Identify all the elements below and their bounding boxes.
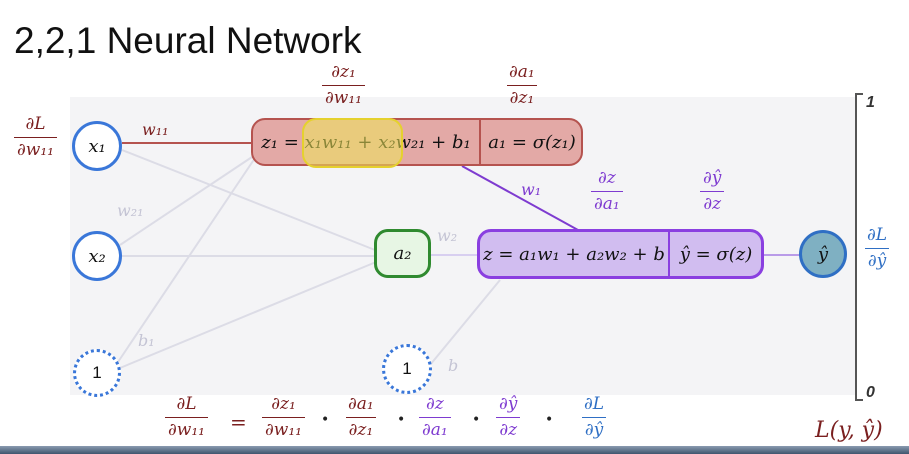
fraction-denominator: ∂w₁₁ (14, 137, 57, 159)
page-title: 2,2,1 Neural Network (14, 20, 362, 61)
fraction-denominator: ∂ŷ (581, 417, 607, 439)
bias-node-input-label: 1 (92, 363, 102, 382)
bias-node-input: 1 (73, 349, 121, 397)
fraction-numerator: ∂ŷ (703, 168, 722, 188)
equation-dz1-dw11: ∂z₁ ∂w₁₁ (262, 396, 305, 439)
equation-da1-dz1: ∂a₁ ∂z₁ (345, 396, 377, 439)
scale-top-label: 1 (866, 94, 875, 111)
fraction-numerator: ∂L (584, 394, 605, 414)
scale-bottom-label: 0 (866, 384, 875, 401)
fraction-da1-dz1-top: ∂a₁ ∂z₁ (506, 64, 538, 107)
fraction-denominator: ∂z₁ (345, 417, 377, 439)
fraction-denominator: ∂w₁₁ (322, 85, 365, 107)
output-box-divider (668, 232, 670, 276)
equation-equals: = (230, 410, 247, 434)
equation-dL-dyhat: ∂L ∂ŷ (581, 396, 607, 439)
weight-label-w21: w₂₁ (117, 201, 144, 220)
equation-dyhat-dz: ∂ŷ ∂z (496, 394, 521, 439)
fraction-numerator: ∂L (176, 394, 197, 414)
fraction-denominator: ∂z (700, 191, 725, 213)
hidden-neuron-box: z₁ = x₁w₁₁ + x₂w₂₁ + b₁ a₁ = σ(z₁) (251, 118, 583, 166)
bias-node-hidden: 1 (382, 344, 432, 394)
weight-label-b: b (448, 356, 459, 375)
fraction-numerator: ∂z₁ (271, 394, 296, 414)
hidden-box-divider (479, 120, 481, 164)
highlight-x1w11 (302, 118, 403, 168)
output-activation-expression: ŷ = σ(z) (679, 243, 753, 265)
output-neuron-box: z = a₁w₁ + a₂w₂ + b ŷ = σ(z) (477, 229, 764, 279)
fraction-denominator: ∂w₁₁ (262, 417, 305, 439)
bottom-bar (0, 446, 909, 454)
output-node-yhat-label: ŷ (817, 243, 829, 265)
hidden-node-a2: a₂ (374, 229, 431, 278)
weight-label-w11: w₁₁ (142, 120, 169, 139)
weight-label-w1: w₁ (521, 180, 542, 199)
input-node-x1: x₁ (72, 121, 122, 171)
weight-label-w2: w₂ (437, 226, 458, 245)
fraction-numerator: ∂a₁ (348, 394, 374, 414)
input-node-x1-label: x₁ (88, 135, 106, 157)
loss-scale-bar (855, 93, 863, 401)
input-node-x2-label: x₂ (88, 245, 106, 267)
fraction-denominator: ∂w₁₁ (165, 417, 208, 439)
fraction-numerator: ∂L (25, 114, 46, 134)
input-node-x2: x₂ (72, 231, 122, 281)
equation-dot-1: • (321, 412, 330, 428)
equation-dot-3: • (472, 412, 481, 428)
fraction-denominator: ∂z (496, 417, 521, 439)
equation-dot-2: • (397, 412, 406, 428)
fraction-dL-dw11-left: ∂L ∂w₁₁ (14, 116, 57, 159)
fraction-numerator: ∂z₁ (331, 62, 356, 82)
loss-function-label: L(y, ŷ) (815, 418, 883, 443)
fraction-dL-dyhat-right: ∂L ∂ŷ (864, 227, 890, 270)
fraction-denominator: ∂a₁ (591, 191, 623, 213)
fraction-numerator: ∂z (598, 168, 616, 188)
fraction-numerator: ∂L (867, 225, 888, 245)
fraction-numerator: ∂z (426, 394, 444, 414)
fraction-dz1-dw11-top: ∂z₁ ∂w₁₁ (322, 64, 365, 107)
bias-node-hidden-label: 1 (402, 359, 412, 378)
weight-label-b1: b₁ (138, 331, 155, 350)
equation-dL-dw11: ∂L ∂w₁₁ (165, 396, 208, 439)
fraction-dz-da1-middle: ∂z ∂a₁ (591, 170, 623, 213)
fraction-numerator: ∂ŷ (499, 394, 518, 414)
fraction-denominator: ∂z₁ (506, 85, 538, 107)
output-node-yhat: ŷ (799, 230, 847, 278)
equation-dz-da1: ∂z ∂a₁ (419, 396, 451, 439)
fraction-numerator: ∂a₁ (509, 62, 535, 82)
output-linear-expression: z = a₁w₁ + a₂w₂ + b (483, 243, 665, 265)
hidden-node-a2-label: a₂ (393, 243, 412, 264)
fraction-dyhat-dz-middle: ∂ŷ ∂z (700, 168, 725, 213)
equation-dot-4: • (545, 412, 554, 428)
hidden-activation-expression: a₁ = σ(z₁) (488, 131, 576, 153)
fraction-denominator: ∂ŷ (864, 248, 890, 270)
fraction-denominator: ∂a₁ (419, 417, 451, 439)
